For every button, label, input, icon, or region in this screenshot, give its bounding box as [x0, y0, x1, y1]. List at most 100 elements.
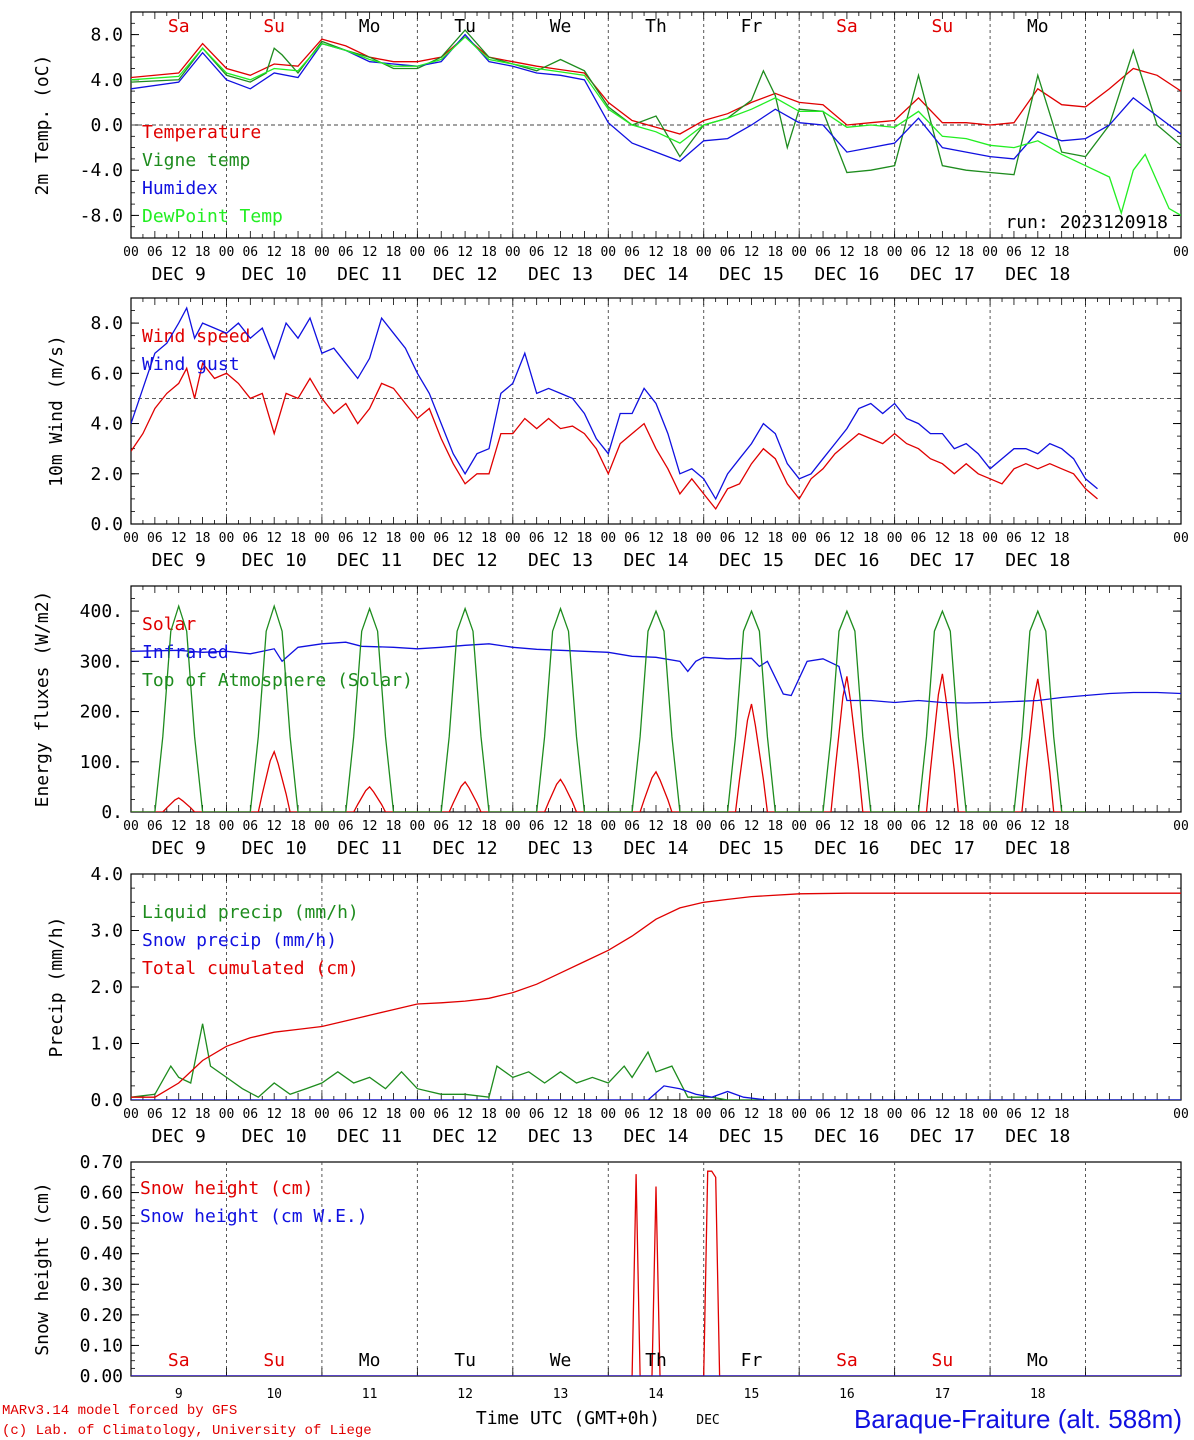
x-hour-tick-label: 18 — [481, 1107, 497, 1122]
x-hour-tick-label: 18 — [767, 531, 783, 546]
x-hour-tick-label: 18 — [863, 819, 879, 834]
x-hour-tick-label: 00 — [982, 1107, 998, 1122]
legend-entry: Snow height (cm W.E.) — [140, 1206, 368, 1227]
y-axis-label: Precip (mm/h) — [46, 917, 67, 1058]
day-name-label: Mo — [1027, 1350, 1049, 1371]
x-date-label: DEC 13 — [528, 1126, 593, 1147]
x-hour-tick-label: 06 — [815, 1107, 831, 1122]
y-tick-label: 8.0 — [90, 313, 123, 334]
x-hour-tick-label: 18 — [195, 819, 211, 834]
x-hour-tick-label: 00 — [123, 1107, 139, 1122]
legend-entry: Liquid precip (mm/h) — [142, 902, 359, 923]
x-hour-tick-label: 12 — [839, 819, 855, 834]
x-day-number-label: 17 — [935, 1387, 951, 1402]
y-tick-label: 6.0 — [90, 363, 123, 384]
x-hour-tick-label: 00 — [410, 245, 426, 260]
x-date-label: DEC 9 — [152, 838, 206, 859]
x-hour-tick-label: 00 — [982, 819, 998, 834]
x-hour-tick-label: 00 — [314, 531, 330, 546]
x-hour-tick-label: 06 — [242, 245, 258, 260]
x-date-label: DEC 15 — [719, 550, 784, 571]
x-hour-tick-label: 06 — [624, 531, 640, 546]
y-tick-label: 300. — [80, 651, 123, 672]
x-hour-tick-label: 00 — [791, 245, 807, 260]
x-date-label: DEC 16 — [814, 264, 879, 285]
footer-model-line: MARv3.14 model forced by GFS — [2, 1403, 237, 1419]
x-hour-tick-label: 12 — [744, 531, 760, 546]
x-axis-month-label: DEC — [696, 1413, 719, 1428]
y-tick-label: 0.40 — [80, 1244, 123, 1265]
station-title: Baraque-Fraiture (alt. 588m) — [854, 1404, 1182, 1434]
y-axis-label: Snow height (cm) — [32, 1182, 53, 1355]
x-day-number-label: 13 — [553, 1387, 569, 1402]
x-date-label: DEC 14 — [623, 1126, 688, 1147]
x-date-label: DEC 15 — [719, 264, 784, 285]
x-hour-tick-label: 00 — [410, 1107, 426, 1122]
x-hour-tick-label: 18 — [481, 819, 497, 834]
x-hour-tick-label: 12 — [935, 531, 951, 546]
y-tick-label: 1.0 — [90, 1034, 123, 1055]
x-date-label: DEC 11 — [337, 264, 402, 285]
x-hour-tick-label: 00 — [982, 531, 998, 546]
series-line-snow-height-cm — [131, 1170, 1181, 1376]
x-date-label: DEC 10 — [242, 1126, 307, 1147]
x-hour-tick-label: 06 — [720, 531, 736, 546]
x-hour-tick-label: 00 — [505, 531, 521, 546]
x-hour-tick-label: 00 — [887, 819, 903, 834]
y-tick-label: 2.0 — [90, 977, 123, 998]
x-date-label: DEC 15 — [719, 838, 784, 859]
x-day-number-label: 11 — [362, 1387, 378, 1402]
y-tick-label: 0.00 — [80, 1366, 123, 1387]
day-name-label: Sa — [836, 1350, 858, 1371]
x-hour-tick-label: 18 — [958, 245, 974, 260]
x-hour-tick-label: 06 — [1006, 819, 1022, 834]
x-hour-tick-label: 06 — [147, 819, 163, 834]
day-name-label: Tu — [454, 1350, 476, 1371]
x-hour-tick-label: 00 — [600, 819, 616, 834]
x-hour-tick-label: 06 — [911, 245, 927, 260]
day-name-label: We — [550, 16, 572, 37]
x-hour-tick-label: 12 — [744, 245, 760, 260]
x-date-label: DEC 13 — [528, 264, 593, 285]
x-hour-tick-label: 12 — [171, 819, 187, 834]
x-hour-tick-label: 18 — [672, 1107, 688, 1122]
x-hour-tick-label: 12 — [1030, 531, 1046, 546]
x-day-number-label: 15 — [744, 1387, 760, 1402]
x-hour-tick-label: 18 — [290, 245, 306, 260]
x-hour-tick-label: 00 — [410, 531, 426, 546]
x-hour-tick-label: 18 — [386, 531, 402, 546]
x-day-number-label: 18 — [1030, 1387, 1046, 1402]
x-hour-tick-label: 18 — [958, 1107, 974, 1122]
x-hour-tick-label: 06 — [529, 819, 545, 834]
x-date-label: DEC 12 — [433, 264, 498, 285]
x-hour-tick-label: 12 — [553, 245, 569, 260]
x-hour-tick-label: 06 — [147, 245, 163, 260]
series-line-dewpoint-temp — [131, 36, 1181, 216]
x-hour-tick-label: 00 — [505, 1107, 521, 1122]
series-line-temperature — [131, 36, 1181, 135]
day-name-label: Mo — [359, 1350, 381, 1371]
legend-entry: Top of Atmosphere (Solar) — [142, 670, 413, 691]
day-name-label: Fr — [741, 1350, 763, 1371]
x-hour-tick-label: 00 — [1173, 245, 1189, 260]
y-axis-label: 10m Wind (m/s) — [46, 335, 67, 487]
x-hour-tick-label: 12 — [839, 1107, 855, 1122]
x-hour-tick-label: 12 — [457, 531, 473, 546]
x-hour-tick-label: 12 — [171, 531, 187, 546]
x-date-label: DEC 12 — [433, 1126, 498, 1147]
x-hour-tick-label: 06 — [529, 1107, 545, 1122]
y-tick-label: 0.30 — [80, 1274, 123, 1295]
day-name-label: Tu — [454, 16, 476, 37]
x-day-number-label: 9 — [175, 1387, 183, 1402]
x-date-label: DEC 11 — [337, 838, 402, 859]
panel-1: -8.0 -4.0 0.0 4.0 8.0 2m Temp. (oC) Temperatur… — [32, 11, 1189, 285]
y-tick-label: 0.20 — [80, 1305, 123, 1326]
x-hour-tick-label: 06 — [815, 531, 831, 546]
day-name-label: Sa — [168, 16, 190, 37]
x-hour-tick-label: 12 — [935, 1107, 951, 1122]
y-tick-label: 8.0 — [90, 25, 123, 46]
day-name-label: We — [550, 1350, 572, 1371]
x-hour-tick-label: 18 — [386, 1107, 402, 1122]
x-hour-tick-label: 06 — [815, 819, 831, 834]
x-hour-tick-label: 12 — [362, 245, 378, 260]
